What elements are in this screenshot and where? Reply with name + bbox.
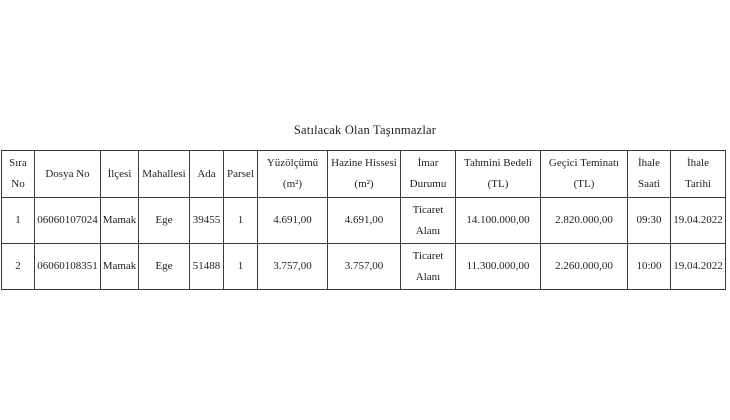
table-cell: Mamak [100, 243, 139, 290]
table-row: 2 06060108351 Mamak Ege 51488 [1, 243, 726, 290]
header-mahallesi: Mahallesi [138, 150, 190, 198]
header-ihale-tarihi: İhale Tarihi [670, 150, 726, 198]
cell-line: 14.100.000,00 [466, 214, 530, 226]
header-line: (m²) [354, 178, 374, 190]
table-cell: 06060107024 [34, 197, 101, 244]
header-line: Sıra [9, 157, 27, 169]
table-cell: 11.300.000,00 [455, 243, 541, 290]
table-cell: 2.260.000,00 [540, 243, 628, 290]
table-cell: 14.100.000,00 [455, 197, 541, 244]
cell-line: 39455 [192, 214, 221, 226]
cell-line: Mamak [102, 214, 137, 226]
header-line: Hazine Hissesi [331, 157, 397, 169]
table-cell: 10:00 [627, 243, 671, 290]
header-hazine-hissesi: Hazine Hissesi (m²) [327, 150, 401, 198]
table-cell: Ege [138, 197, 190, 244]
header-line: Saati [638, 178, 660, 190]
header-line: Tarihi [684, 178, 712, 190]
header-tahmini-bedeli: Tahmini Bedeli (TL) [455, 150, 541, 198]
cell-line: 51488 [192, 260, 221, 272]
header-ilcesi: İlçesi [100, 150, 139, 198]
table-cell: 4.691,00 [257, 197, 328, 244]
cell-line: 3.757,00 [344, 260, 384, 272]
header-sira-no: Sıra No [1, 150, 35, 198]
cell-line: Ege [155, 260, 173, 272]
header-gecici-teminati: Geçici Teminatı (TL) [540, 150, 628, 198]
table-cell: 4.691,00 [327, 197, 401, 244]
cell-line: 4.691,00 [273, 214, 312, 226]
table-cell: 09:30 [627, 197, 671, 244]
cell-line: 3.757,00 [273, 260, 312, 272]
table-cell: 1 [223, 197, 258, 244]
table-cell: Ticaret Alanı [400, 197, 456, 244]
cell-line: Ticaret [412, 203, 444, 216]
table-cell: Mamak [100, 197, 139, 244]
header-line: İlçesi [107, 167, 132, 180]
header-line: (TL) [487, 178, 509, 190]
cell-line: Mamak [102, 260, 137, 272]
table-cell: Ege [138, 243, 190, 290]
table-cell: 19.04.2022 [670, 243, 726, 290]
header-line: (m²) [282, 178, 303, 190]
cell-line: 10:00 [636, 260, 662, 272]
table-cell: 1 [223, 243, 258, 290]
table-cell: 06060108351 [34, 243, 101, 290]
table-cell: 3.757,00 [327, 243, 401, 290]
cell-line: Ege [155, 214, 173, 226]
table-header-row: Sıra No Dosya No İlçesi Mahallesi Ada [1, 150, 726, 198]
cell-line: 19.04.2022 [673, 214, 723, 226]
header-yuzolcumu: Yüzölçümü (m²) [257, 150, 328, 198]
header-line: Mahallesi [142, 167, 186, 180]
cell-line: 06060107024 [37, 214, 98, 226]
header-line: Dosya No [45, 167, 90, 180]
header-line: Ada [197, 167, 216, 180]
header-ihale-saati: İhale Saati [627, 150, 671, 198]
table-cell: 1 [1, 197, 35, 244]
cell-line: 09:30 [636, 214, 662, 226]
table-cell: 2 [1, 243, 35, 290]
cell-line: 4.691,00 [344, 214, 384, 226]
cell-line: 11.300.000,00 [466, 260, 530, 272]
cell-line: 06060108351 [37, 260, 98, 272]
cell-line: 2.260.000,00 [555, 260, 613, 272]
cell-line: 2.820.000,00 [555, 214, 613, 226]
header-line: Tahmini Bedeli [464, 157, 532, 169]
properties-table: Sıra No Dosya No İlçesi Mahallesi Ada [1, 150, 726, 290]
cell-line: Alanı [415, 270, 441, 283]
header-line: Yüzölçümü [266, 157, 319, 169]
table-cell: Ticaret Alanı [400, 243, 456, 290]
header-line: Geçici Teminatı [548, 157, 620, 169]
header-line: İmar [417, 157, 439, 169]
cell-line: 19.04.2022 [673, 260, 723, 272]
header-line: İhale [687, 157, 709, 169]
table-cell: 2.820.000,00 [540, 197, 628, 244]
table-cell: 51488 [189, 243, 224, 290]
header-line: İhale [638, 157, 660, 169]
table-cell: 19.04.2022 [670, 197, 726, 244]
table-row: 1 06060107024 Mamak Ege 39455 [1, 197, 726, 244]
table-cell: 3.757,00 [257, 243, 328, 290]
cell-line: 1 [237, 260, 244, 272]
cell-line: Ticaret [412, 249, 444, 262]
cell-line: 2 [15, 260, 21, 272]
header-ada: Ada [189, 150, 224, 198]
cell-line: 1 [237, 214, 244, 226]
table-cell: 39455 [189, 197, 224, 244]
header-line: No [11, 178, 25, 190]
page-title: Satılacak Olan Taşınmazlar [293, 123, 437, 137]
header-parsel: Parsel [223, 150, 258, 198]
cell-line: 1 [15, 214, 21, 226]
cell-line: Alanı [415, 224, 441, 237]
header-imar-durumu: İmar Durumu [400, 150, 456, 198]
header-dosya-no: Dosya No [34, 150, 101, 198]
header-line: Parsel [227, 167, 254, 180]
header-line: (TL) [573, 178, 595, 190]
header-line: Durumu [409, 178, 447, 190]
